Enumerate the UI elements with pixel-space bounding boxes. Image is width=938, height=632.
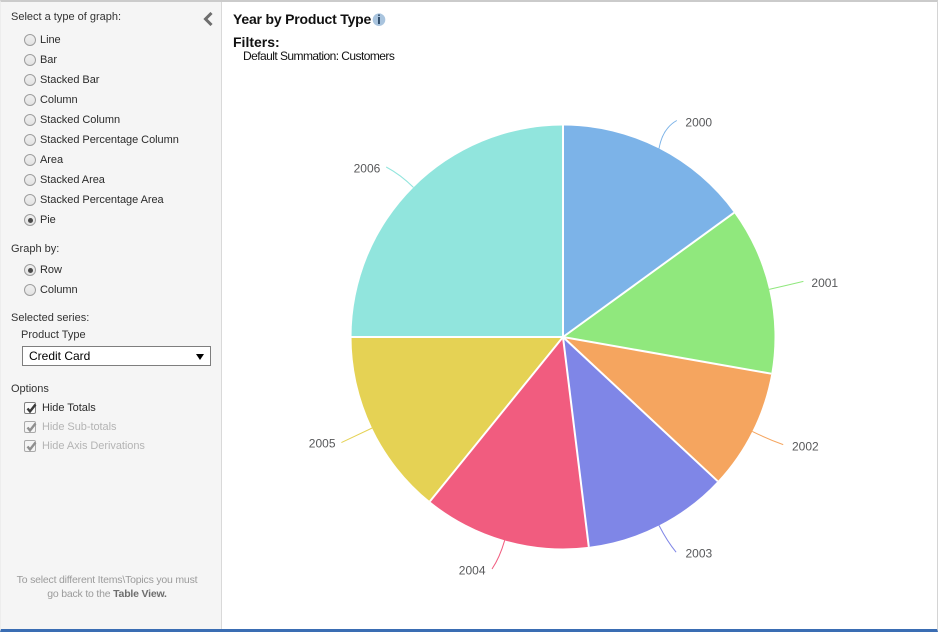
svg-text:2001: 2001: [811, 276, 838, 290]
svg-text:2005: 2005: [309, 436, 336, 450]
svg-text:2006: 2006: [354, 162, 381, 176]
svg-text:2000: 2000: [685, 115, 712, 129]
svg-text:2004: 2004: [459, 563, 486, 577]
svg-text:2003: 2003: [686, 547, 713, 561]
svg-text:2002: 2002: [792, 440, 819, 454]
svg-text:i: i: [377, 13, 380, 27]
